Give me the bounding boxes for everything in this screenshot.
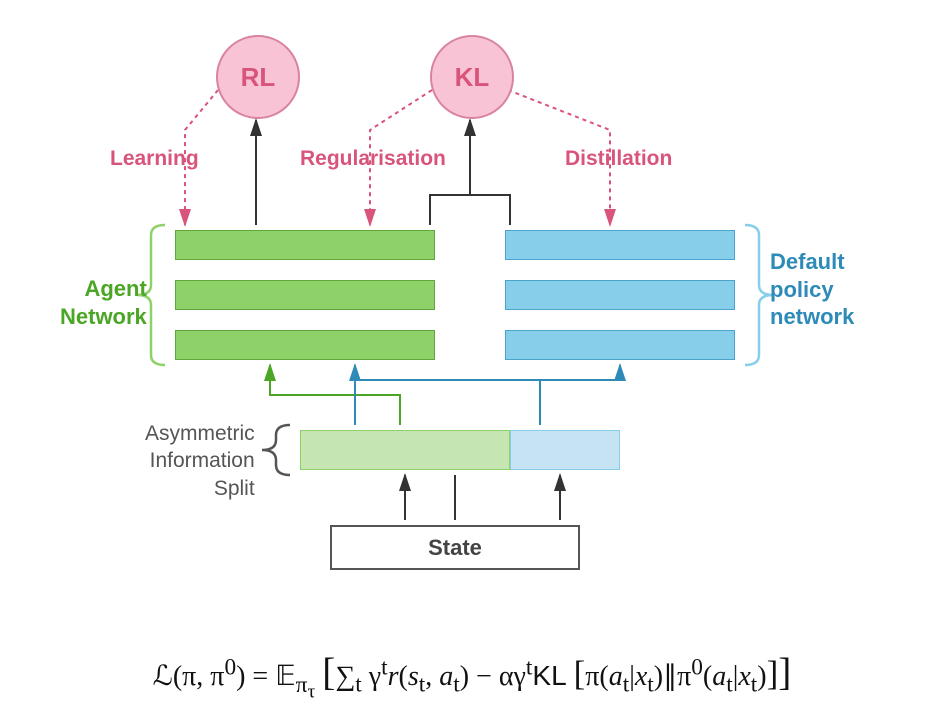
- distillation-label: Distillation: [565, 147, 672, 171]
- asym-blue-box: [510, 430, 620, 470]
- kl-label: KL: [455, 62, 490, 93]
- agent-network-label: AgentNetwork: [60, 275, 147, 330]
- rl-label: RL: [241, 62, 276, 93]
- asym-split-label: AsymmetricInformationSplit: [145, 420, 255, 502]
- default-layer: [505, 280, 735, 310]
- state-box: State: [330, 525, 580, 570]
- asym-green-box: [300, 430, 510, 470]
- rl-node: RL: [216, 35, 300, 119]
- regularisation-label: Regularisation: [300, 147, 446, 171]
- agent-layer: [175, 230, 435, 260]
- agent-layer: [175, 330, 435, 360]
- learning-label: Learning: [110, 147, 199, 171]
- kl-node: KL: [430, 35, 514, 119]
- default-layer: [505, 330, 735, 360]
- default-layer: [505, 230, 735, 260]
- agent-layer: [175, 280, 435, 310]
- default-network-label: Defaultpolicynetwork: [770, 248, 854, 331]
- state-label: State: [428, 535, 482, 561]
- loss-formula: ℒ(π, π0) = 𝔼πτ [∑t γtr(st, at) − αγtKL […: [0, 650, 944, 703]
- diagram-canvas: RL KL Learning Regularisation Distillati…: [0, 0, 944, 727]
